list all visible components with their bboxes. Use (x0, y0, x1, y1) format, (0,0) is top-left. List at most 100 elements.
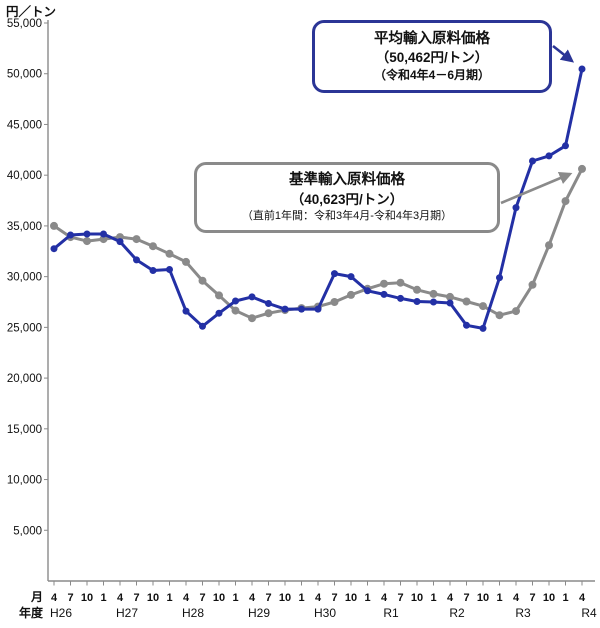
x-axis-month-label: 7 (265, 592, 271, 604)
series-standard-point (396, 278, 405, 287)
series-standard-point (528, 280, 537, 289)
annotation-standard-title: 基準輸入原料価格 (289, 172, 405, 189)
series-average-point (545, 152, 553, 160)
series-average-point (215, 309, 223, 317)
x-axis-month-label: 1 (496, 592, 502, 604)
series-standard-point (561, 197, 570, 206)
annotation-average-title: 平均輸入原料価格 (374, 30, 490, 47)
series-standard-point (578, 164, 586, 173)
series-average-point (397, 294, 404, 302)
series-standard-point (215, 291, 223, 300)
y-axis-tick-label: 25,000 (7, 322, 42, 334)
x-axis-month-label: 7 (199, 592, 205, 604)
y-axis-tick-label: 35,000 (7, 221, 42, 233)
series-standard-point (99, 235, 108, 244)
series-standard-point (429, 289, 438, 298)
y-axis-unit-label: 円／トン (6, 4, 56, 19)
series-standard-point (182, 257, 190, 266)
x-axis-month-row-label: 月 (30, 590, 43, 604)
x-axis-month-label: 7 (529, 592, 535, 604)
series-standard-point (495, 311, 504, 320)
series-standard-point (462, 297, 471, 306)
series-standard-point (347, 290, 355, 299)
x-axis-year-label: H27 (116, 606, 138, 620)
x-axis-month-label: 4 (117, 592, 124, 604)
annotation-standard-period: （直前1年間：令和3年4月-令和4年3月期） (241, 209, 453, 222)
x-axis: 4 7 10 1 4 7 10 1 4 7 10 1 4 7 10 1 4 7 10 1 4 7 10 1 4 7 10 1 4 7 10 1… (19, 581, 597, 620)
x-axis-month-label: 1 (430, 592, 436, 604)
standard-price-arrow (500, 172, 573, 205)
x-axis-year-label: R4 (581, 606, 597, 620)
x-axis-month-label: 10 (477, 592, 489, 604)
series-standard-point (83, 237, 91, 246)
y-axis-tick-label: 20,000 (7, 373, 42, 385)
series-standard-point (231, 306, 240, 315)
series-standard-point (264, 309, 273, 318)
series-average-point (166, 266, 173, 273)
y-axis-tick-label: 50,000 (7, 69, 42, 81)
series-average-point (529, 157, 536, 165)
x-axis-month-label: 7 (133, 592, 139, 604)
series-average-point (562, 142, 569, 150)
series-average-point (331, 270, 338, 278)
series-average-point (149, 267, 157, 274)
series-average-point (83, 230, 91, 238)
x-axis-month-label: 10 (411, 592, 423, 604)
x-axis-month-label: 10 (81, 592, 93, 604)
y-axis-tick-label: 45,000 (7, 119, 42, 131)
x-axis-month-label: 4 (249, 592, 256, 604)
series-average-point (446, 299, 454, 307)
series-standard-point (330, 298, 339, 306)
x-axis-month-label: 1 (232, 592, 238, 604)
x-axis-month-label: 7 (397, 592, 403, 604)
x-axis-month-label: 4 (51, 592, 58, 604)
x-axis-month-label: 10 (279, 592, 291, 604)
series-average-point (248, 293, 256, 301)
x-axis-year-label: H26 (50, 606, 72, 620)
series-average-point (347, 273, 355, 281)
x-axis-year-label: H29 (248, 606, 270, 620)
series-standard-point (380, 279, 388, 288)
x-axis-year-label: R1 (383, 606, 399, 620)
x-axis-month-label: 4 (381, 592, 388, 604)
x-axis-month-label: 1 (562, 592, 568, 604)
x-axis-month-label: 4 (183, 592, 190, 604)
annotation-average-period: （令和4年4－6月期） (373, 68, 491, 83)
y-axis-tick-label: 30,000 (7, 272, 42, 284)
series-average-point (281, 305, 289, 313)
x-axis-month-label: 10 (213, 592, 225, 604)
x-axis-month-label: 4 (447, 592, 454, 604)
y-axis-tick-label: 5,000 (13, 525, 42, 537)
series-average-point (133, 256, 140, 264)
x-axis-month-label: 1 (166, 592, 172, 604)
series-average (50, 65, 586, 332)
series-average-point (413, 298, 421, 305)
average-price-arrow (552, 44, 575, 63)
x-axis-month-label: 1 (364, 592, 370, 604)
x-axis-month-label: 1 (298, 592, 304, 604)
x-axis-month-label: 7 (67, 592, 73, 604)
series-standard-point (50, 221, 58, 230)
annotation-standard-price: 基準輸入原料価格 （40,623円/トン） （直前1年間：令和3年4月-令和4年… (194, 162, 500, 233)
series-standard-point (149, 242, 157, 251)
series-standard-point (545, 241, 553, 250)
series-average-point (463, 321, 470, 329)
series-average-point (67, 231, 74, 239)
x-axis-month-label: 10 (543, 592, 555, 604)
series-standard-point (248, 314, 256, 323)
x-axis-month-label: 4 (315, 592, 322, 604)
series-average-point (265, 300, 272, 307)
series-average-point (298, 305, 305, 313)
series-average-point (364, 287, 371, 295)
series-average-point (116, 238, 124, 246)
series-average-point (512, 204, 520, 212)
series-average-point (232, 297, 239, 305)
series-average-point (199, 322, 206, 330)
series-standard-point (413, 285, 421, 294)
x-axis-month-label: 7 (463, 592, 469, 604)
series-average-point (380, 290, 388, 298)
series-standard-point (479, 302, 487, 311)
series-average-point (100, 230, 107, 238)
